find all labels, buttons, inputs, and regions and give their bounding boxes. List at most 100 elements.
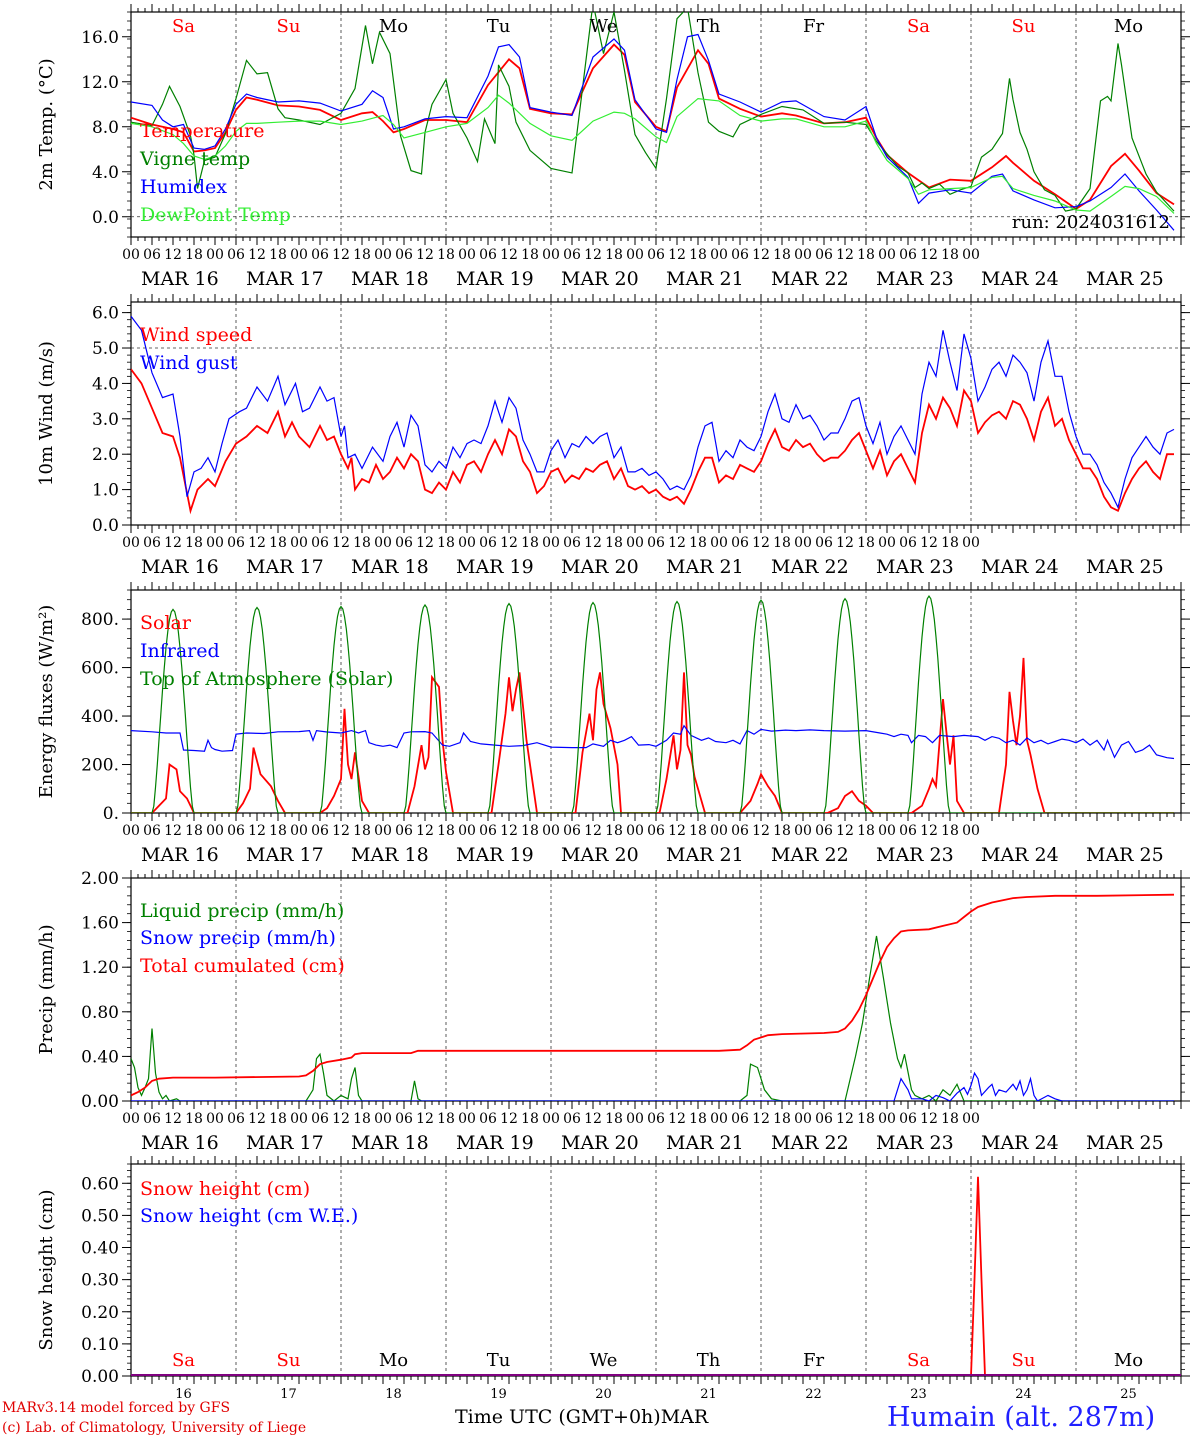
hour-tick-label: 12 bbox=[332, 535, 350, 551]
hour-tick-label: 12 bbox=[584, 1111, 602, 1127]
legend-entry: DewPoint Temp bbox=[140, 204, 291, 226]
date-label: MAR 17 bbox=[246, 1132, 324, 1154]
hour-tick-label: 12 bbox=[248, 1111, 266, 1127]
date-label: MAR 22 bbox=[771, 844, 849, 866]
date-label: MAR 25 bbox=[1086, 1132, 1164, 1154]
y-axis-label: 2m Temp. (°C) bbox=[36, 58, 57, 190]
date-label: MAR 24 bbox=[981, 268, 1059, 290]
hour-tick-label: 06 bbox=[731, 535, 749, 551]
series-line-dewpoint-temp bbox=[131, 94, 1175, 214]
hour-tick-label: 06 bbox=[311, 535, 329, 551]
hour-tick-label: 00 bbox=[206, 823, 224, 839]
date-label: MAR 25 bbox=[1086, 556, 1164, 578]
series-line-humidex bbox=[131, 33, 1175, 231]
hour-tick-label: 12 bbox=[248, 247, 266, 263]
y-tick-label: 8.0 bbox=[92, 118, 119, 138]
day-label: Su bbox=[277, 16, 301, 37]
day-number-label: 17 bbox=[280, 1387, 297, 1402]
hour-tick-label: 12 bbox=[584, 823, 602, 839]
date-label: MAR 21 bbox=[666, 556, 744, 578]
hour-tick-label: 00 bbox=[710, 247, 728, 263]
hour-tick-label: 12 bbox=[500, 535, 518, 551]
hour-tick-label: 12 bbox=[332, 247, 350, 263]
hour-tick-label: 06 bbox=[563, 535, 581, 551]
hour-tick-label: 12 bbox=[248, 535, 266, 551]
hour-tick-label: 12 bbox=[668, 823, 686, 839]
hour-tick-label: 12 bbox=[836, 247, 854, 263]
day-label: Mo bbox=[379, 1350, 408, 1371]
series-line-wind-speed bbox=[131, 368, 1174, 515]
date-label: MAR 23 bbox=[876, 268, 954, 290]
hour-tick-label: 00 bbox=[290, 1111, 308, 1127]
legend-entry: Liquid precip (mm/h) bbox=[140, 900, 344, 922]
hour-tick-label: 18 bbox=[773, 1111, 791, 1127]
hour-tick-label: 00 bbox=[458, 1111, 476, 1127]
hour-tick-label: 00 bbox=[542, 535, 560, 551]
hour-tick-label: 00 bbox=[542, 823, 560, 839]
hour-tick-label: 06 bbox=[563, 1111, 581, 1127]
date-label: MAR 16 bbox=[141, 1132, 219, 1154]
series-line-top-of-atmosphere-solar- bbox=[131, 595, 1174, 813]
hour-tick-label: 18 bbox=[689, 247, 707, 263]
date-label: MAR 25 bbox=[1086, 844, 1164, 866]
hour-tick-label: 18 bbox=[857, 247, 875, 263]
day-label: Su bbox=[1012, 1350, 1036, 1371]
y-tick-label: 5.0 bbox=[92, 339, 119, 359]
y-tick-label: 0.20 bbox=[81, 1303, 119, 1323]
legend-entry: Vigne temp bbox=[139, 148, 250, 170]
hour-tick-label: 00 bbox=[878, 247, 896, 263]
hour-tick-label: 18 bbox=[521, 247, 539, 263]
y-tick-label: 1.60 bbox=[81, 914, 119, 934]
hour-tick-label: 12 bbox=[416, 1111, 434, 1127]
date-label: MAR 18 bbox=[351, 268, 429, 290]
x-axis-title: Time UTC (GMT+0h)MAR bbox=[455, 1406, 708, 1428]
day-number-label: 22 bbox=[805, 1387, 822, 1402]
hour-tick-label: 00 bbox=[374, 1111, 392, 1127]
day-number-label: 23 bbox=[910, 1387, 927, 1402]
y-tick-label: 0.0 bbox=[92, 516, 119, 536]
hour-tick-label: 06 bbox=[815, 247, 833, 263]
hour-tick-label: 18 bbox=[773, 535, 791, 551]
hour-tick-label: 00 bbox=[542, 247, 560, 263]
date-label: MAR 16 bbox=[141, 844, 219, 866]
y-axis-label: Precip (mm/h) bbox=[36, 924, 57, 1054]
hour-tick-label: 06 bbox=[143, 823, 161, 839]
day-number-label: 24 bbox=[1015, 1387, 1032, 1402]
series-group bbox=[131, 893, 1175, 1101]
hour-tick-label: 06 bbox=[899, 535, 917, 551]
hour-tick-label: 18 bbox=[605, 535, 623, 551]
hour-tick-label: 18 bbox=[689, 1111, 707, 1127]
y-tick-label: 1.0 bbox=[92, 481, 119, 501]
date-label: MAR 23 bbox=[876, 1132, 954, 1154]
date-label: MAR 23 bbox=[876, 556, 954, 578]
station-name: Humain (alt. 287m) bbox=[887, 1402, 1156, 1433]
hour-tick-label: 06 bbox=[815, 535, 833, 551]
hour-tick-label: 12 bbox=[668, 535, 686, 551]
hour-tick-label: 06 bbox=[227, 823, 245, 839]
hour-tick-label: 06 bbox=[647, 1111, 665, 1127]
day-label: Tu bbox=[487, 1350, 511, 1371]
hour-tick-label: 06 bbox=[227, 247, 245, 263]
date-label: MAR 20 bbox=[561, 1132, 639, 1154]
date-label: MAR 22 bbox=[771, 556, 849, 578]
y-tick-label: 3.0 bbox=[92, 410, 119, 430]
hour-tick-label: 00 bbox=[626, 247, 644, 263]
hour-tick-label: 18 bbox=[941, 247, 959, 263]
hour-tick-label: 00 bbox=[794, 823, 812, 839]
hour-tick-label: 06 bbox=[311, 823, 329, 839]
hour-tick-label: 00 bbox=[122, 823, 140, 839]
hour-tick-label: 00 bbox=[542, 1111, 560, 1127]
date-label: MAR 24 bbox=[981, 556, 1059, 578]
y-tick-label: 16.0 bbox=[81, 28, 119, 48]
hour-tick-label: 18 bbox=[185, 823, 203, 839]
hour-tick-label: 12 bbox=[416, 247, 434, 263]
hour-tick-label: 18 bbox=[605, 1111, 623, 1127]
hour-tick-label: 06 bbox=[395, 535, 413, 551]
date-label: MAR 22 bbox=[771, 268, 849, 290]
hour-tick-label: 12 bbox=[752, 1111, 770, 1127]
day-number-label: 16 bbox=[175, 1387, 192, 1402]
hour-tick-label: 12 bbox=[752, 247, 770, 263]
hour-tick-label: 00 bbox=[290, 823, 308, 839]
hour-tick-label: 00 bbox=[794, 535, 812, 551]
panel-2 bbox=[122, 294, 1190, 533]
